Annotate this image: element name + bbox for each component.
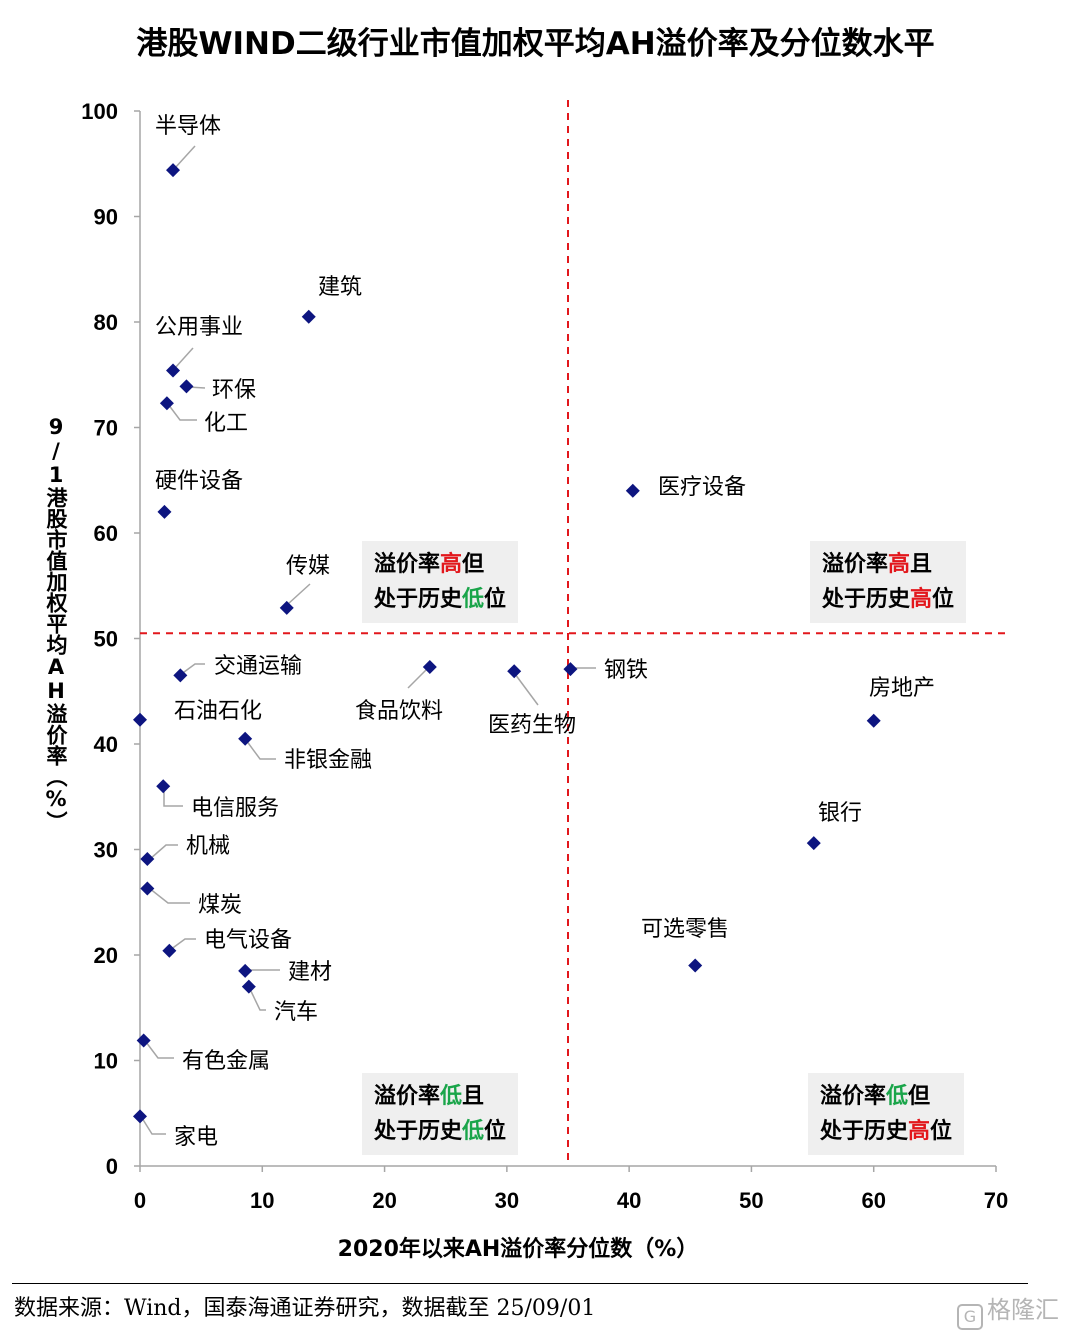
data-point-marker: [140, 851, 155, 866]
data-point-marker: [156, 779, 171, 794]
x-tick-label: 20: [372, 1188, 396, 1213]
data-point-label: 化工: [204, 411, 248, 436]
leader-line: [148, 887, 190, 904]
y-tick-label: 60: [94, 521, 118, 546]
y-tick-label: 80: [94, 310, 118, 335]
leader-line: [167, 403, 197, 421]
leader-line: [174, 347, 194, 369]
data-point-marker: [166, 163, 181, 178]
y-tick-label: 90: [94, 205, 118, 230]
x-tick-label: 10: [250, 1188, 274, 1213]
data-point-marker: [241, 979, 256, 994]
data-point-label: 公用事业: [155, 315, 243, 340]
quadrant-label-top-right: 溢价率高且 处于历史高位: [810, 541, 967, 623]
leader-line: [141, 1117, 166, 1135]
y-tick-label: 50: [94, 627, 118, 652]
leader-line: [145, 1041, 174, 1059]
leader-line: [169, 938, 196, 951]
x-tick-label: 60: [861, 1188, 885, 1213]
y-tick-label: 20: [94, 943, 118, 968]
data-point-label: 石油石化: [174, 699, 262, 724]
data-point-label: 医疗设备: [658, 475, 746, 500]
data-point-marker: [625, 483, 640, 498]
data-point-label: 交通运输: [214, 654, 302, 679]
x-tick-label: 50: [739, 1188, 763, 1213]
data-point-marker: [422, 659, 437, 674]
data-point-marker: [173, 668, 188, 683]
source-note: 数据来源：Wind，国泰海通证券研究，数据截至 25/09/01: [14, 1296, 596, 1321]
data-point-label: 家电: [174, 1125, 218, 1150]
x-axis-label: 2020年以来AH溢价率分位数（%）: [338, 1236, 699, 1262]
y-tick-label: 100: [81, 99, 118, 124]
data-point-label: 医药生物: [488, 713, 576, 738]
data-point-marker: [507, 664, 522, 679]
data-point-marker: [301, 309, 316, 324]
data-point-marker: [806, 836, 821, 851]
y-tick-label: 40: [94, 732, 118, 757]
data-point-marker: [162, 943, 177, 958]
data-point-label: 建材: [288, 960, 332, 985]
data-point-label: 钢铁: [604, 658, 648, 683]
data-point-marker: [179, 379, 194, 394]
data-point-marker: [140, 881, 155, 896]
data-point-label: 半导体: [155, 114, 221, 139]
data-point-label: 银行: [818, 801, 862, 826]
quadrant-label-top-left: 溢价率高但 处于历史低位: [362, 541, 519, 623]
data-point-marker: [279, 600, 294, 615]
data-point-label: 可选零售: [641, 917, 729, 942]
y-axis-label: 9/1港股市值加权平均AH溢价率（%）: [44, 415, 68, 832]
g-logo-icon: G: [957, 1304, 983, 1330]
data-point-label: 硬件设备: [155, 469, 243, 494]
quadrant-label-bottom-left: 溢价率低且 处于历史低位: [362, 1073, 519, 1155]
data-point-marker: [133, 1109, 147, 1124]
data-point-marker: [238, 963, 253, 978]
leader-line: [149, 844, 178, 860]
x-tick-label: 70: [984, 1188, 1008, 1213]
data-point-label: 食品饮料: [355, 699, 443, 724]
data-point-marker: [166, 363, 181, 378]
data-point-marker: [688, 958, 703, 973]
y-tick-label: 0: [106, 1154, 118, 1179]
leader-line: [163, 788, 183, 807]
leader-line: [287, 583, 311, 605]
data-point-marker: [157, 504, 172, 519]
x-tick-label: 40: [617, 1188, 641, 1213]
quadrant-label-bottom-right: 溢价率低但 处于历史高位: [808, 1073, 965, 1155]
data-point-label: 建筑: [318, 275, 362, 300]
data-point-marker: [159, 396, 174, 411]
data-point-label: 煤炭: [198, 893, 242, 918]
leader-line: [514, 673, 539, 706]
leader-line: [174, 145, 196, 169]
data-point-marker: [563, 662, 578, 677]
data-point-marker: [238, 731, 253, 746]
chart-title: 港股WIND二级行业市值加权平均AH溢价率及分位数水平: [136, 26, 935, 62]
data-point-label: 机械: [186, 834, 230, 859]
data-point-label: 有色金属: [182, 1049, 270, 1074]
data-point-label: 汽车: [274, 1000, 318, 1025]
data-point-label: 环保: [212, 378, 256, 403]
data-point-label: 传媒: [286, 554, 330, 579]
x-tick-label: 30: [495, 1188, 519, 1213]
y-tick-label: 30: [94, 838, 118, 863]
data-point-label: 电信服务: [191, 796, 279, 821]
watermark: G 格隆汇: [957, 1290, 1059, 1330]
data-point-label: 房地产: [869, 676, 935, 701]
y-tick-label: 70: [94, 416, 118, 441]
leader-line: [248, 986, 266, 1011]
footer-divider: [12, 1283, 1028, 1284]
data-point-marker: [866, 713, 881, 728]
leader-line: [407, 667, 429, 689]
y-tick-label: 10: [94, 1049, 118, 1074]
x-tick-label: 0: [134, 1188, 146, 1213]
data-point-label: 电气设备: [204, 928, 292, 953]
leader-line: [245, 739, 276, 760]
data-point-marker: [133, 712, 147, 727]
leader-line: [179, 663, 205, 676]
data-point-label: 非银金融: [284, 748, 372, 773]
data-point-marker: [136, 1033, 151, 1048]
